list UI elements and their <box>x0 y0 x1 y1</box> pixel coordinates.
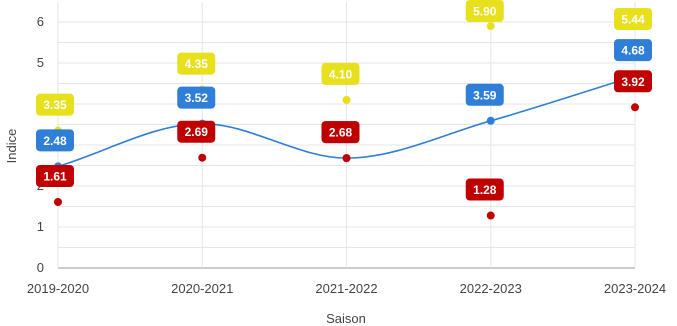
y-tick-label: 5 <box>37 55 44 70</box>
data-label: 4.68 <box>614 39 652 62</box>
data-label-text: 5.90 <box>473 5 497 19</box>
data-label-text: 4.35 <box>185 57 209 71</box>
data-label-text: 2.48 <box>43 134 67 148</box>
data-label-text: 1.61 <box>43 169 67 183</box>
data-point <box>342 95 351 104</box>
data-label-text: 2.69 <box>185 125 209 139</box>
data-point <box>631 103 639 112</box>
data-point <box>486 22 495 31</box>
data-label: 1.61 <box>36 164 74 187</box>
data-label: 1.28 <box>465 178 504 201</box>
data-label-box <box>614 70 652 93</box>
data-label: 2.48 <box>36 129 74 152</box>
data-label-box <box>321 62 360 85</box>
data-label-box <box>465 178 504 201</box>
y-axis-title: Indice <box>4 129 19 164</box>
data-label-box <box>177 52 216 75</box>
data-label-text: 3.92 <box>621 75 645 89</box>
data-label: 4.10 <box>321 62 360 85</box>
data-label-text: 3.52 <box>185 91 209 105</box>
data-label-box <box>465 0 504 22</box>
data-label: 2.69 <box>177 120 216 143</box>
y-tick-label: 0 <box>37 260 44 275</box>
data-label: 4.35 <box>177 52 216 75</box>
data-point <box>342 154 351 163</box>
x-tick-label: 2020-2021 <box>171 281 233 296</box>
x-tick-label: 2022-2023 <box>460 281 522 296</box>
x-tick-label: 2019-2020 <box>27 281 89 296</box>
data-label-box <box>177 86 216 109</box>
data-point <box>54 197 62 206</box>
data-label-box <box>614 7 652 30</box>
x-axis-title: Saison <box>326 311 366 326</box>
data-point <box>198 153 207 162</box>
data-label-text: 1.28 <box>473 183 497 197</box>
x-axis-ticks: 2019-2020 2020-2021 2021-2022 2022-2023 2023… <box>27 281 666 296</box>
data-label-text: 3.35 <box>43 98 67 112</box>
x-tick-label: 2023-2024 <box>604 281 666 296</box>
data-label: 2.68 <box>321 121 360 144</box>
data-label-text: 4.10 <box>329 67 353 81</box>
data-label: 3.35 <box>36 93 74 116</box>
data-label: 3.52 <box>177 86 216 109</box>
data-label: 3.92 <box>614 70 652 93</box>
data-point <box>486 211 495 220</box>
data-label: 5.90 <box>465 0 504 22</box>
data-label-text: 5.44 <box>621 12 645 26</box>
y-tick-label: 6 <box>37 14 44 29</box>
data-label-box <box>177 120 216 143</box>
y-tick-label: 1 <box>37 219 44 234</box>
data-label-box <box>465 83 504 106</box>
data-label-box <box>614 39 652 62</box>
data-label-text: 3.59 <box>473 88 497 102</box>
x-tick-label: 2021-2022 <box>315 281 377 296</box>
data-label: 5.44 <box>614 7 652 30</box>
data-label-text: 4.68 <box>621 44 645 58</box>
data-label: 3.59 <box>465 83 504 106</box>
data-label-box <box>36 129 74 152</box>
data-label-box <box>36 93 74 116</box>
data-label-text: 2.68 <box>329 126 353 140</box>
data-label-box <box>36 164 74 187</box>
data-label-box <box>321 121 360 144</box>
data-point <box>486 116 495 125</box>
data-labels: 3.35 4.35 4.10 5.90 5.44 2.48 3.52 2.68 3.59 4.68… <box>36 0 652 201</box>
